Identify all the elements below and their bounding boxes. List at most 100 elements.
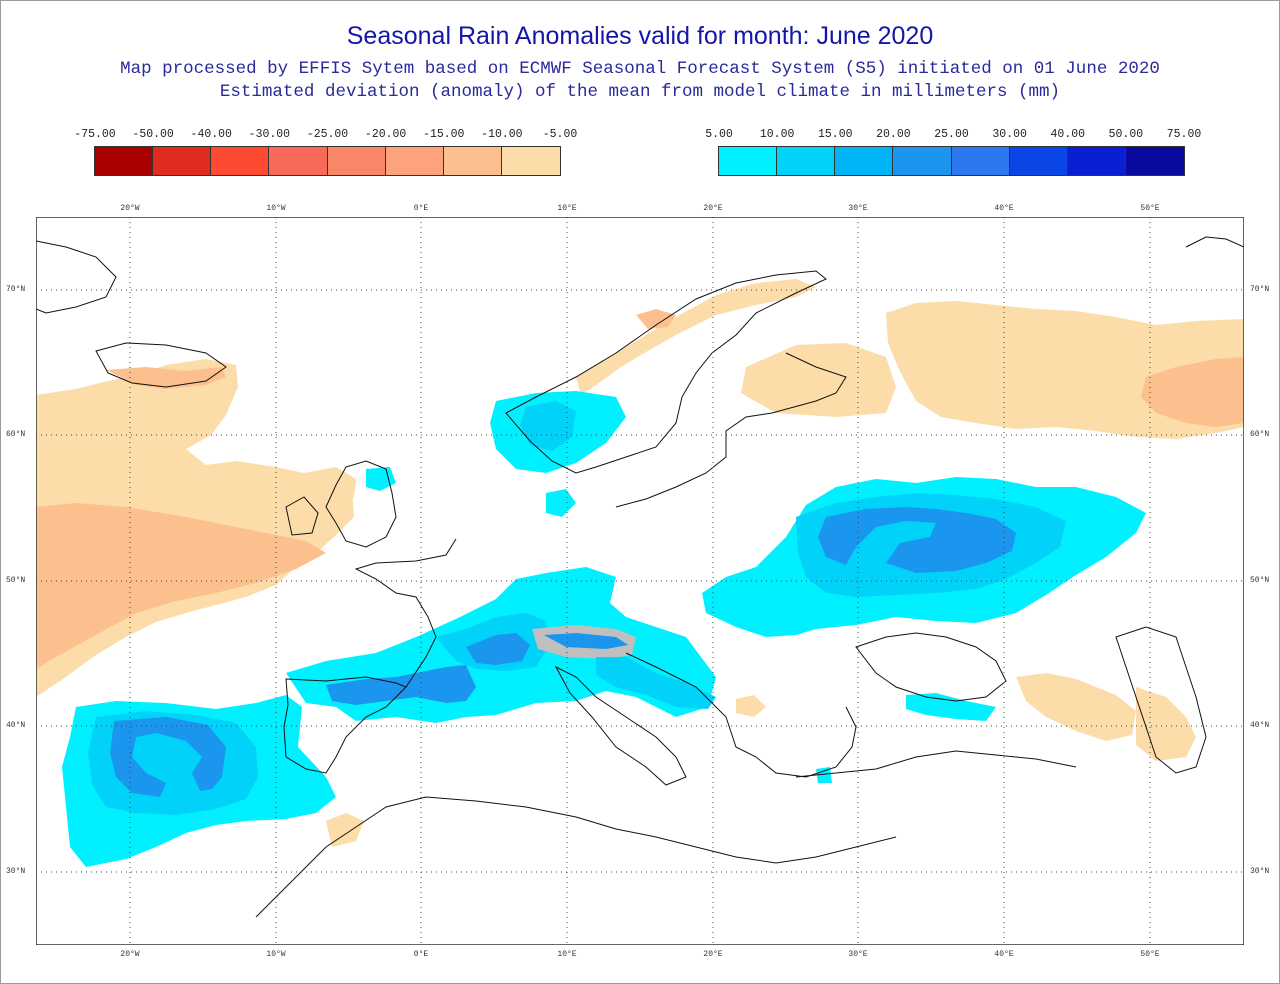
legend-negative-label: -50.00 bbox=[132, 128, 174, 141]
lon-tick-label-bottom: 50°E bbox=[1140, 950, 1160, 959]
dry-area-white-sea bbox=[741, 343, 896, 417]
legend-positive-labels: 5.00 10.00 15.00 20.00 25.00 30.00 40.00 50.00 7… bbox=[705, 128, 1201, 142]
map-title: Seasonal Rain Anomalies valid for month:… bbox=[346, 22, 934, 50]
legend-positive-label: 40.00 bbox=[1050, 128, 1086, 141]
legend-negative-color-box bbox=[95, 147, 154, 175]
lon-tick-label-top: 50°E bbox=[1140, 204, 1160, 213]
coast-italy bbox=[554, 665, 687, 786]
legend-positive-color-box bbox=[951, 147, 1010, 175]
coast-ireland bbox=[285, 496, 319, 536]
lat-tick-label-left: 50°N bbox=[6, 576, 26, 585]
lat-tick-label-left: 40°N bbox=[6, 721, 26, 730]
wet-area-uk-small bbox=[366, 467, 396, 491]
legend-positive-color-box bbox=[835, 147, 894, 175]
lon-tick-label-bottom: 10°W bbox=[266, 950, 286, 959]
europe-rain-anomaly-map bbox=[36, 217, 1244, 945]
lat-tick-label-left: 30°N bbox=[6, 867, 26, 876]
coast-balkans bbox=[625, 652, 857, 778]
coast-caspian bbox=[1115, 626, 1207, 774]
lon-tick-label-top: 30°E bbox=[848, 204, 868, 213]
dry-area-norway bbox=[576, 279, 816, 395]
legend-negative-labels: -75.00 -50.00 -40.00 -30.00 -25.00 -20.00 -15.… bbox=[74, 128, 577, 142]
map-subtitle-processing: Map processed by EFFIS Sytem based on EC… bbox=[120, 59, 1160, 79]
dry-area-n-africa bbox=[326, 813, 364, 847]
lon-tick-label-bottom: 40°E bbox=[994, 950, 1014, 959]
wet-area-adriatic bbox=[596, 657, 716, 709]
legend-positive-label: 10.00 bbox=[759, 128, 795, 141]
legend-negative-color-box bbox=[211, 147, 270, 175]
map-subtitle-units: Estimated deviation (anomaly) of the mea… bbox=[219, 82, 1061, 102]
legend-negative-label: -15.00 bbox=[423, 128, 465, 141]
legend-positive-color-box bbox=[1125, 147, 1184, 175]
legend-negative-label: -40.00 bbox=[190, 128, 232, 141]
dry-area-uk bbox=[304, 467, 356, 507]
legend-negative-label: -5.00 bbox=[542, 128, 578, 141]
legend-positive-color-box bbox=[893, 147, 952, 175]
legend-positive-label: 30.00 bbox=[992, 128, 1027, 141]
legend-negative-label: -25.00 bbox=[306, 128, 349, 141]
legend-negative-color-box bbox=[501, 147, 560, 175]
lon-tick-label-top: 20°W bbox=[120, 204, 140, 213]
lon-tick-label-bottom: 0°E bbox=[413, 950, 429, 959]
wet-area-turkey bbox=[906, 693, 996, 721]
coast-iceland bbox=[95, 342, 227, 388]
dry-area-norway-core bbox=[636, 309, 676, 329]
dry-area-balkans bbox=[736, 695, 766, 717]
lat-tick-label-right: 50°N bbox=[1250, 576, 1270, 585]
legend-negative-label: -20.00 bbox=[364, 128, 407, 141]
legend-negative-label: -30.00 bbox=[248, 128, 291, 141]
dry-area-atlantic-core bbox=[36, 503, 326, 669]
coast-france bbox=[354, 538, 457, 688]
wet-area-north-sea-mid bbox=[520, 401, 576, 451]
coast-africa bbox=[255, 796, 897, 918]
wet-area-greece-small bbox=[816, 767, 832, 783]
legend-negative-color-box bbox=[153, 147, 212, 175]
legend-positive-label: 15.00 bbox=[817, 128, 853, 141]
lon-tick-label-bottom: 30°E bbox=[848, 950, 868, 959]
wet-area-azores-ring bbox=[110, 717, 226, 797]
legend-positive-label: 75.00 bbox=[1166, 128, 1202, 141]
legend-positive-colorbar bbox=[718, 146, 1185, 176]
coast-svalbard bbox=[1185, 236, 1244, 248]
coast-turkey bbox=[795, 750, 1077, 778]
coast-baltic bbox=[615, 352, 847, 508]
legend-positive-label: 50.00 bbox=[1108, 128, 1144, 141]
coast-scandinavia bbox=[505, 270, 827, 474]
lon-tick-label-top: 10°W bbox=[266, 204, 286, 213]
lon-tick-label-top: 10°E bbox=[557, 204, 577, 213]
lat-tick-label-left: 60°N bbox=[6, 430, 26, 439]
lat-tick-label-right: 70°N bbox=[1250, 285, 1270, 294]
lon-tick-label-bottom: 20°W bbox=[120, 950, 140, 959]
coast-iberia bbox=[283, 676, 407, 774]
lon-tick-label-top: 40°E bbox=[994, 204, 1014, 213]
dry-area-caucasus bbox=[1016, 673, 1136, 741]
wet-area-baltic bbox=[546, 489, 576, 517]
dry-area-russia-core bbox=[1141, 357, 1244, 427]
lat-tick-label-right: 40°N bbox=[1250, 721, 1270, 730]
wet-area-alps-core bbox=[466, 633, 530, 665]
lon-tick-label-bottom: 20°E bbox=[703, 950, 723, 959]
coast-black-sea bbox=[855, 632, 1007, 702]
lon-tick-label-bottom: 10°E bbox=[557, 950, 577, 959]
legend-negative-color-box bbox=[269, 147, 328, 175]
legend-negative-color-box bbox=[327, 147, 386, 175]
legend-negative-color-box bbox=[385, 147, 444, 175]
legend-positive-color-box bbox=[1009, 147, 1068, 175]
coast-uk bbox=[325, 460, 397, 548]
legend-positive-label: 5.00 bbox=[705, 128, 733, 141]
coast-greenland bbox=[36, 240, 117, 314]
coastlines bbox=[36, 236, 1244, 918]
lat-tick-label-right: 30°N bbox=[1250, 867, 1270, 876]
legend-positive-label: 20.00 bbox=[876, 128, 911, 141]
legend-negative-colorbar bbox=[94, 146, 561, 176]
legend-positive-color-box bbox=[719, 147, 778, 175]
lon-tick-label-top: 20°E bbox=[703, 204, 723, 213]
lat-tick-label-left: 70°N bbox=[6, 285, 26, 294]
legend-positive-color-box bbox=[1067, 147, 1126, 175]
legend-negative-color-box bbox=[443, 147, 502, 175]
legend-positive-color-box bbox=[777, 147, 836, 175]
dry-anomaly-areas bbox=[36, 279, 1244, 847]
lat-tick-label-right: 60°N bbox=[1250, 430, 1270, 439]
wet-area-ukraine-core bbox=[818, 507, 1016, 573]
legend-negative-label: -75.00 bbox=[74, 128, 116, 141]
